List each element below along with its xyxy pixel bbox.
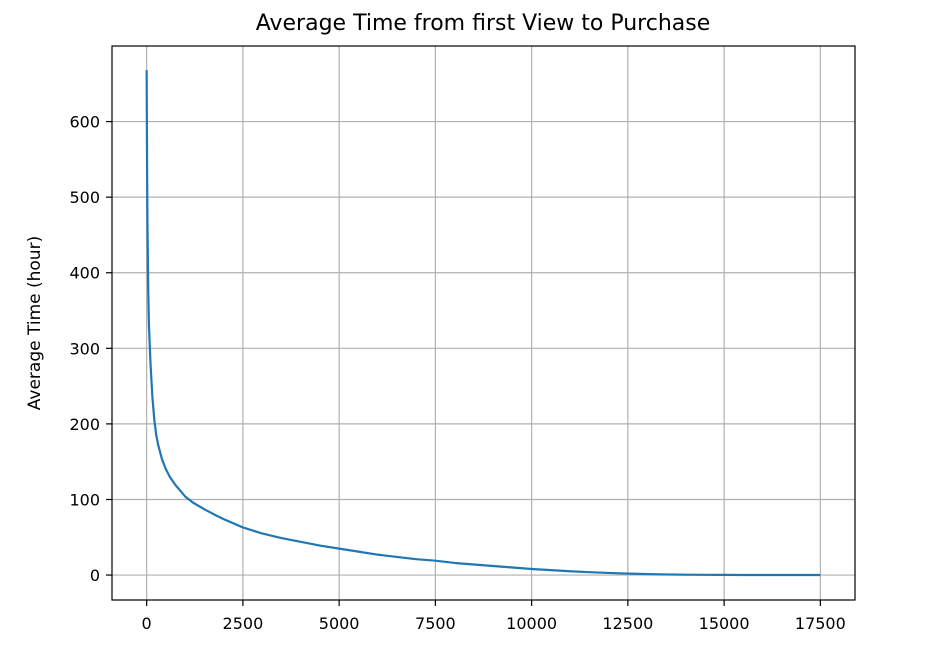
series-line bbox=[145, 70, 821, 577]
x-tick-label: 17500 bbox=[795, 614, 846, 633]
x-tick-label: 2500 bbox=[223, 614, 264, 633]
y-tick-label: 400 bbox=[69, 264, 100, 283]
ticks: 0 2500 5000 7500 10000 12500 15000 17500 0 100 200… bbox=[69, 113, 845, 633]
series-layer bbox=[145, 70, 821, 577]
y-tick-label: 600 bbox=[69, 113, 100, 132]
x-tick-label: 15000 bbox=[699, 614, 750, 633]
x-tick-label: 0 bbox=[142, 614, 152, 633]
x-tick-label: 12500 bbox=[602, 614, 653, 633]
y-tick-label: 0 bbox=[90, 566, 100, 585]
chart-title: Average Time from first View to Purchase bbox=[256, 11, 711, 36]
y-tick-label: 300 bbox=[69, 339, 100, 358]
grid bbox=[112, 46, 855, 600]
y-tick-label: 100 bbox=[69, 490, 100, 509]
x-tick-label: 5000 bbox=[319, 614, 360, 633]
x-tick-label: 7500 bbox=[415, 614, 456, 633]
y-tick-label: 500 bbox=[69, 188, 100, 207]
plot-frame bbox=[111, 45, 856, 601]
y-tick-label: 200 bbox=[69, 415, 100, 434]
y-axis-label: Average Time (hour) bbox=[25, 236, 45, 410]
x-tick-label: 10000 bbox=[506, 614, 557, 633]
